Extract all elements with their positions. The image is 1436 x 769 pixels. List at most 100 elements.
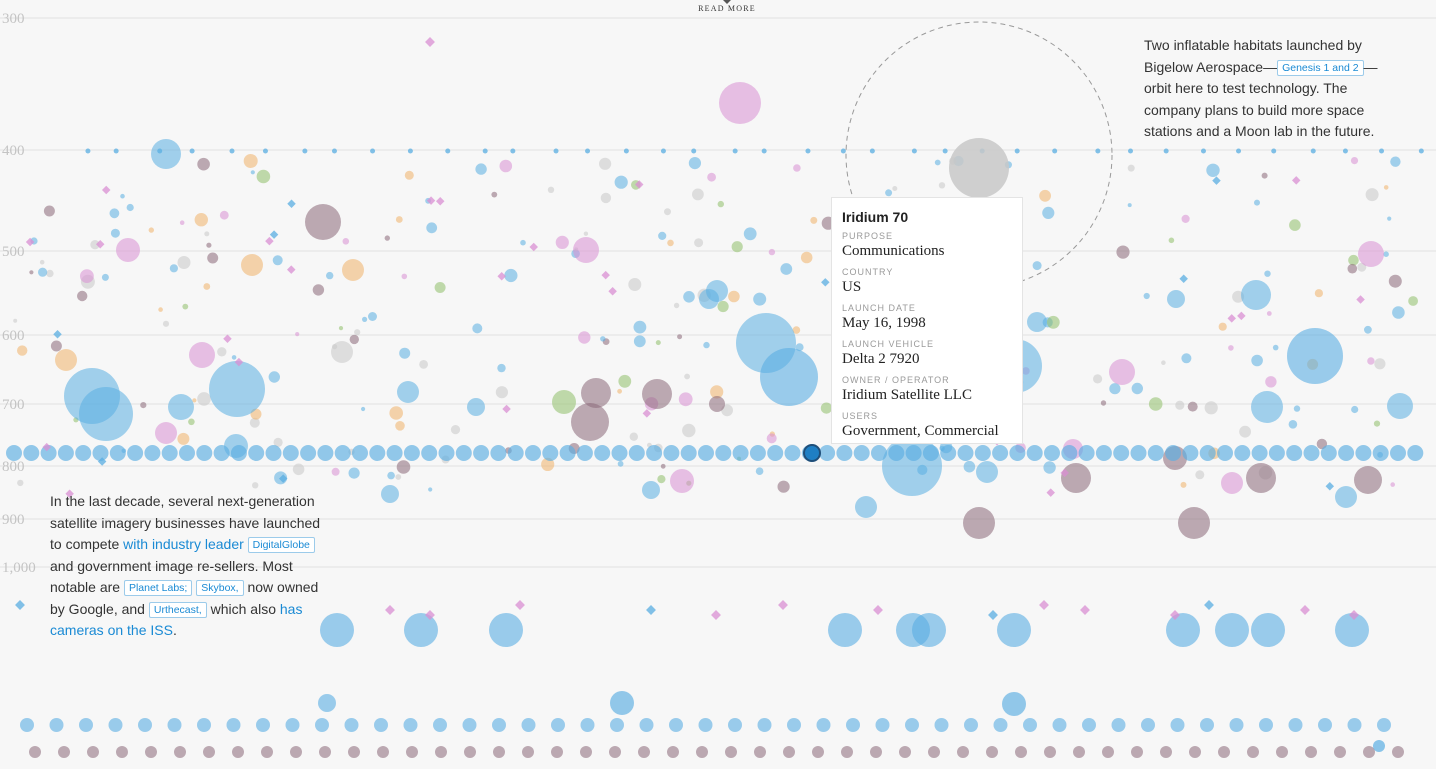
satellite-point[interactable]: [401, 273, 408, 280]
satellite-point[interactable]: [928, 746, 940, 758]
satellite-point[interactable]: [113, 148, 119, 154]
satellite-point[interactable]: [1265, 376, 1277, 388]
satellite-point[interactable]: [116, 238, 140, 262]
satellite-point[interactable]: [1377, 718, 1391, 732]
satellite-point[interactable]: [126, 203, 134, 212]
satellite-point[interactable]: [1218, 746, 1230, 758]
satellite-diamond[interactable]: [608, 286, 617, 296]
satellite-point[interactable]: [475, 163, 487, 175]
satellite-point[interactable]: [203, 746, 215, 758]
satellite-point[interactable]: [1043, 461, 1056, 474]
satellite-point[interactable]: [1288, 420, 1298, 429]
satellite-point[interactable]: [691, 148, 697, 154]
satellite-point[interactable]: [869, 148, 875, 154]
satellite-point[interactable]: [426, 222, 438, 234]
satellite-point[interactable]: [241, 254, 263, 276]
skybox-chip[interactable]: Skybox,: [196, 580, 244, 596]
satellite-point[interactable]: [1254, 199, 1260, 206]
satellite-diamond[interactable]: [425, 610, 435, 620]
satellite-point[interactable]: [1251, 445, 1268, 461]
satellite-point[interactable]: [974, 445, 991, 461]
satellite-point[interactable]: [1287, 328, 1343, 384]
satellite-point[interactable]: [1181, 214, 1190, 223]
satellite-diamond[interactable]: [988, 610, 998, 620]
satellite-point[interactable]: [870, 746, 882, 758]
satellite-point[interactable]: [49, 718, 64, 732]
satellite-point[interactable]: [682, 423, 696, 438]
satellite-diamond[interactable]: [287, 265, 296, 274]
satellite-point[interactable]: [1261, 172, 1268, 179]
satellite-point[interactable]: [342, 259, 364, 281]
satellite-point[interactable]: [305, 204, 341, 240]
satellite-point[interactable]: [521, 718, 536, 732]
satellite-point[interactable]: [1187, 401, 1198, 412]
satellite-point[interactable]: [964, 718, 978, 732]
satellite-point[interactable]: [369, 445, 386, 461]
satellite-point[interactable]: [1095, 148, 1101, 154]
satellite-point[interactable]: [639, 718, 654, 732]
satellite-point[interactable]: [571, 403, 609, 441]
satellite-point[interactable]: [302, 148, 308, 154]
satellite-point[interactable]: [352, 445, 368, 461]
satellite-point[interactable]: [680, 445, 697, 461]
satellite-point[interactable]: [1251, 354, 1263, 367]
satellite-point[interactable]: [703, 341, 710, 349]
satellite-point[interactable]: [348, 467, 360, 479]
satellite-diamond[interactable]: [1204, 600, 1214, 610]
satellite-point[interactable]: [158, 307, 163, 312]
satellite-point[interactable]: [1199, 445, 1216, 461]
satellite-point[interactable]: [209, 361, 265, 417]
satellite-point[interactable]: [1264, 270, 1271, 277]
satellite-point[interactable]: [1200, 718, 1214, 732]
satellite-point[interactable]: [381, 485, 399, 503]
planet-labs-chip[interactable]: Planet Labs;: [123, 580, 193, 596]
satellite-point[interactable]: [197, 392, 211, 406]
satellite-point[interactable]: [419, 360, 428, 369]
satellite-point[interactable]: [80, 269, 94, 283]
satellite-point[interactable]: [1228, 345, 1234, 351]
satellite-point[interactable]: [109, 208, 120, 219]
satellite-point[interactable]: [1141, 718, 1155, 732]
satellite-point[interactable]: [179, 220, 185, 225]
satellite-point[interactable]: [882, 436, 942, 496]
satellite-point[interactable]: [397, 381, 419, 403]
satellite-point[interactable]: [698, 718, 713, 732]
satellite-point[interactable]: [614, 175, 628, 189]
satellite-point[interactable]: [660, 463, 666, 469]
satellite-diamond[interactable]: [53, 329, 62, 339]
satellite-point[interactable]: [1383, 251, 1389, 257]
satellite-point[interactable]: [256, 169, 271, 184]
satellite-point[interactable]: [767, 445, 784, 461]
satellite-point[interactable]: [57, 445, 74, 461]
satellite-point[interactable]: [319, 746, 331, 758]
satellite-point[interactable]: [138, 718, 152, 732]
satellite-point[interactable]: [1131, 746, 1143, 758]
satellite-point[interactable]: [1127, 203, 1132, 208]
satellite-point[interactable]: [1390, 445, 1406, 461]
satellite-point[interactable]: [262, 148, 268, 154]
satellite-point[interactable]: [911, 148, 917, 154]
satellite-point[interactable]: [504, 268, 518, 283]
satellite-point[interactable]: [581, 378, 611, 408]
satellite-point[interactable]: [473, 445, 490, 461]
read-more-link[interactable]: READ MORE: [690, 0, 764, 13]
satellite-point[interactable]: [169, 264, 178, 273]
satellite-point[interactable]: [694, 238, 704, 248]
satellite-point[interactable]: [168, 394, 194, 420]
satellite-point[interactable]: [58, 746, 70, 758]
satellite-point[interactable]: [905, 445, 922, 461]
satellite-point[interactable]: [344, 718, 359, 732]
satellite-point[interactable]: [348, 746, 360, 758]
satellite-point[interactable]: [628, 278, 642, 291]
satellite-point[interactable]: [1335, 486, 1357, 508]
satellite-point[interactable]: [1379, 148, 1385, 154]
satellite-point[interactable]: [1365, 188, 1379, 202]
satellite-point[interactable]: [1061, 445, 1078, 461]
satellite-diamond[interactable]: [101, 185, 111, 195]
satellite-point[interactable]: [698, 445, 714, 461]
satellite-point[interactable]: [1023, 718, 1037, 732]
satellite-point[interactable]: [421, 445, 438, 461]
satellite-point[interactable]: [38, 267, 48, 277]
satellite-point[interactable]: [792, 326, 801, 334]
satellite-diamond[interactable]: [426, 196, 436, 205]
